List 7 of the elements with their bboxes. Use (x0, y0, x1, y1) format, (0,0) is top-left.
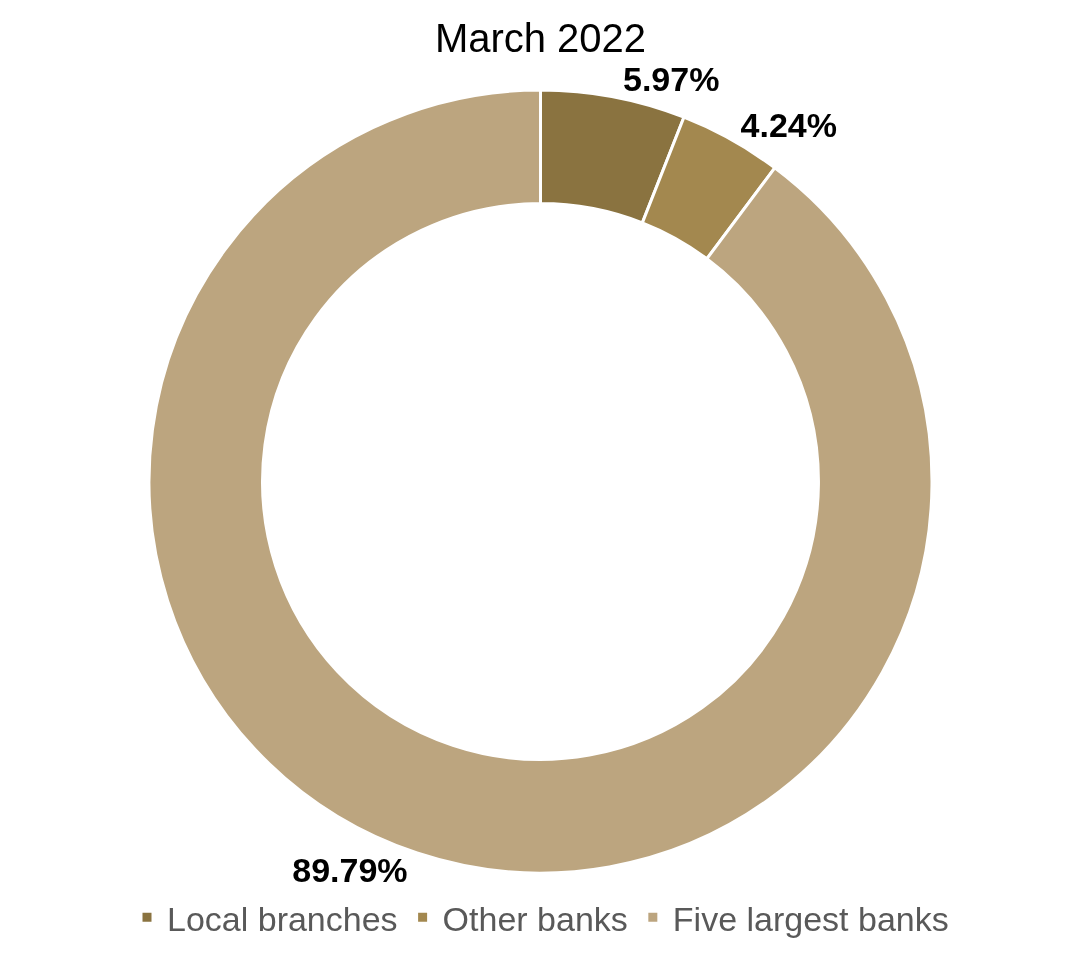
data-label: 89.79% (292, 851, 408, 890)
legend-label: Local branches (167, 899, 398, 938)
legend-label: Five largest banks (672, 899, 949, 938)
legend-label: Other banks (442, 899, 628, 938)
data-label: 5.97% (623, 59, 720, 98)
data-label: 4.24% (740, 106, 837, 144)
chart-title: March 2022 (434, 15, 647, 60)
